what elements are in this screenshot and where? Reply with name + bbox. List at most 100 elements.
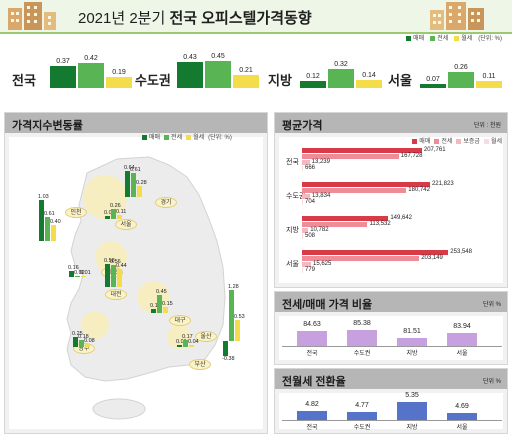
avg-price-value: 704	[305, 199, 316, 205]
summary-bar	[233, 75, 259, 88]
map-bar	[79, 339, 84, 347]
avg-price-legend: 매매 전세 보증금 월세	[412, 136, 502, 145]
legend-unit: (단위: %)	[208, 135, 232, 141]
map-bar	[73, 337, 78, 347]
summary-bar	[420, 83, 446, 88]
map-bar	[117, 269, 122, 287]
avg-price-bar	[302, 268, 303, 273]
avg-price-bar	[302, 194, 310, 199]
map-bar-value: 0.64	[124, 165, 135, 172]
map-bar	[125, 171, 130, 197]
summary-bar	[106, 76, 132, 88]
summary-bar-value: 0.42	[84, 54, 98, 62]
avg-price-bar	[302, 188, 407, 193]
map-bar	[81, 275, 86, 277]
conversion-bar	[397, 401, 427, 420]
page-title: 2021년 2분기 전국 오피스텔가격동향	[78, 10, 312, 27]
conversion-bar	[347, 411, 377, 420]
chart-axis	[282, 420, 502, 421]
summary-group-provinces: 지방 0.12 0.32 0.14	[268, 40, 386, 94]
ratio-category: 전국	[306, 351, 318, 357]
avg-price-value: 113,532	[369, 221, 391, 227]
unit-label: 단위 %	[482, 302, 501, 308]
ratio-category: 수도권	[353, 351, 371, 357]
panel-header: 평균가격	[275, 113, 507, 133]
legend-deposit: 보증금	[456, 136, 480, 145]
map-bar-value: 0.61	[44, 210, 55, 217]
conversion-panel: 전월세 전환율 단위 %	[274, 368, 508, 434]
avg-price-bar	[302, 262, 311, 267]
summary-bar-value: 0.37	[56, 57, 70, 65]
legend-sale: 매매	[406, 33, 424, 42]
map-bar-value: 0.16	[68, 264, 79, 271]
avg-price-value: 180,742	[408, 187, 430, 193]
panel-header: 가격지수변동률	[5, 113, 267, 133]
summary-bar-value: 0.45	[211, 53, 225, 60]
summary-group-label: 수도권	[135, 73, 171, 88]
map-bar	[229, 289, 234, 341]
map-bar	[45, 216, 50, 241]
legend-jeonse: 전세	[430, 33, 448, 42]
legend-jeonse: 전세	[164, 132, 182, 141]
city-label-gwangju: 광주	[73, 343, 95, 354]
summary-bar-value: 0.14	[362, 71, 376, 79]
conversion-bar	[447, 413, 477, 420]
avg-price-row-label: 서울	[286, 261, 299, 268]
ratio-bar	[297, 331, 327, 346]
index-change-panel: 가격지수변동률 인천 서울 경기 세종 대전 대구 울산 광주 부산 1.030…	[4, 112, 268, 434]
avg-price-bar	[302, 228, 309, 233]
map-bar	[235, 319, 240, 341]
map-bar-value: -0.38	[222, 356, 235, 363]
avg-price-bar	[302, 234, 303, 239]
summary-bar	[356, 79, 382, 88]
map-bar-value: 0.11	[116, 208, 127, 215]
page-header: 2021년 2분기 전국 오피스텔가격동향	[0, 0, 512, 34]
avg-price-bar	[302, 154, 399, 159]
map-bar	[51, 225, 56, 241]
avg-price-bar	[302, 216, 389, 221]
avg-price-value: 253,548	[450, 249, 472, 255]
ratio-bar	[397, 338, 427, 346]
map-bar-value: 0.56	[110, 258, 121, 265]
ratio-value: 83.94	[453, 322, 471, 330]
ratio-value: 84.63	[303, 321, 321, 329]
avg-price-value: 167,728	[400, 153, 423, 159]
summary-group-seoul: 서울 0.07 0.26 0.11	[388, 40, 506, 94]
avg-price-bar	[302, 256, 420, 261]
summary-bar-value: 0.11	[482, 73, 496, 81]
summary-group-national: 전국 0.37 0.42 0.19	[12, 40, 132, 94]
conversion-category: 지방	[406, 425, 418, 431]
city-label-ulsan: 울산	[195, 331, 217, 342]
avg-price-value: 149,642	[390, 215, 413, 221]
map-bar	[111, 264, 116, 287]
summary-bar-value: 0.21	[239, 67, 253, 75]
avg-price-value: 15,625	[313, 261, 332, 267]
legend-sale: 매매	[142, 132, 160, 141]
building-illustration	[8, 8, 22, 30]
map-bar	[111, 208, 116, 219]
legend-monthly: 월세	[483, 136, 502, 145]
avg-price-row-label: 지방	[286, 227, 299, 234]
conversion-bar	[297, 411, 327, 420]
summary-bar	[177, 62, 203, 88]
map-bar-value: 1.28	[228, 283, 239, 290]
map-bar	[117, 214, 122, 219]
map-bar-value: 0.26	[110, 202, 121, 209]
conversion-value: 4.77	[355, 401, 369, 409]
building-illustration	[468, 8, 484, 30]
panel-title: 평균가격	[282, 120, 323, 132]
summary-bar-value: 0.43	[183, 54, 197, 62]
city-label-daejeon: 대전	[105, 289, 127, 300]
legend-unit: (단위: %)	[478, 36, 502, 42]
avg-price-value: 13,239	[311, 159, 330, 165]
map-bar-value: 0.04	[188, 339, 199, 346]
unit-label: 단위 %	[482, 379, 501, 385]
unit-label: 단위 : 천원	[473, 123, 501, 129]
summary-bar	[300, 80, 326, 88]
map-bar-value: 0.45	[156, 289, 167, 295]
legend-monthly: 월세	[454, 33, 472, 42]
map-bar	[85, 343, 90, 347]
map-bar	[151, 308, 156, 313]
avg-price-value: 666	[305, 165, 316, 171]
map-bar-value: 0.08	[84, 337, 95, 344]
